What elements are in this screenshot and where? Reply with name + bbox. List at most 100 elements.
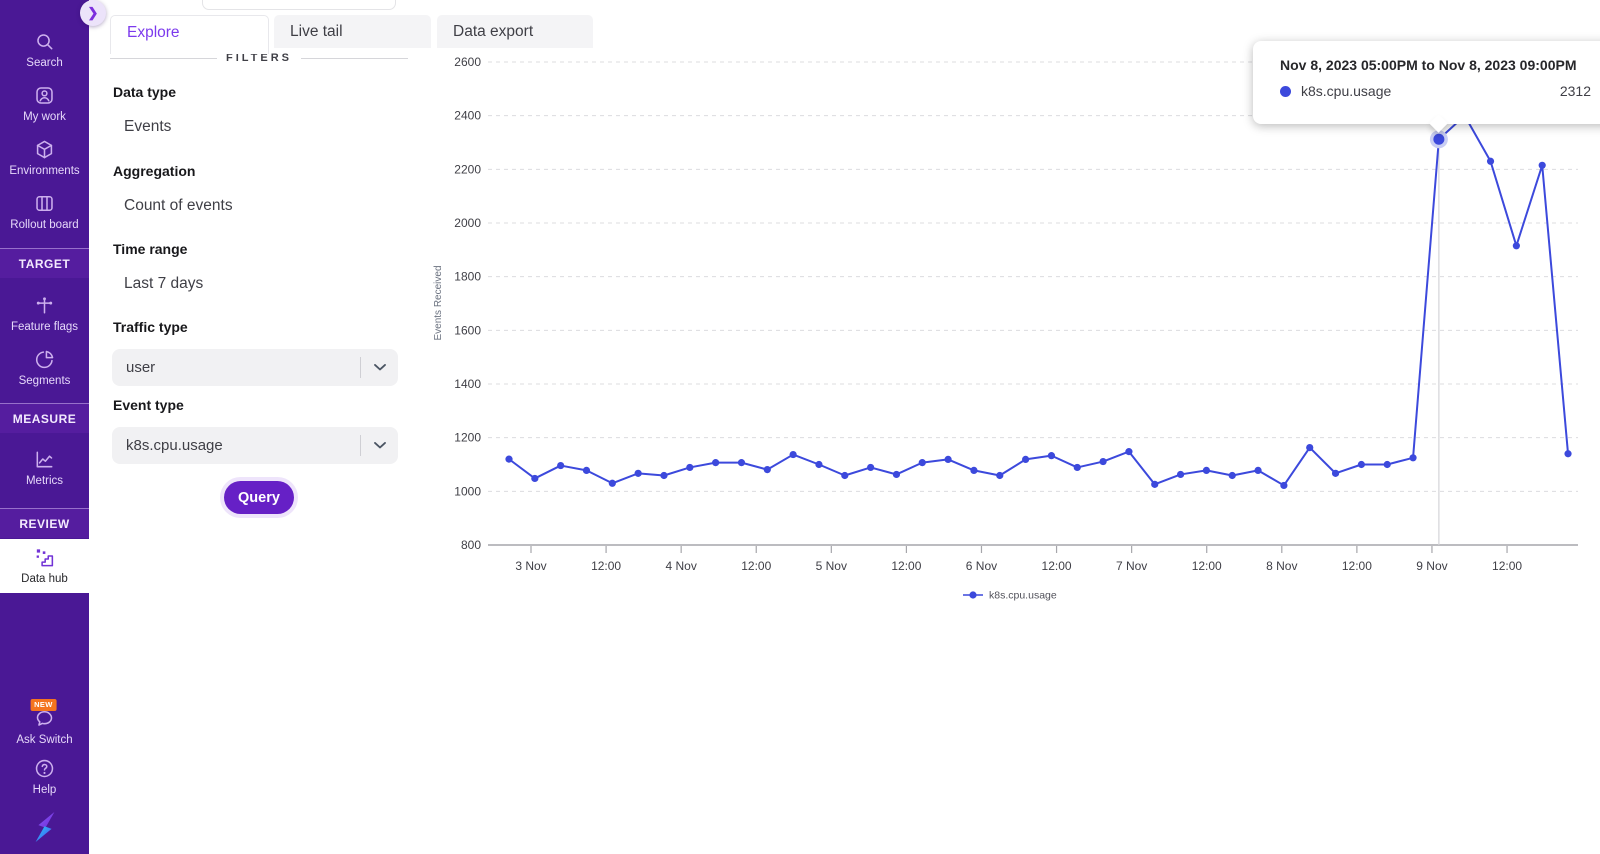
tooltip-series-row: k8s.cpu.usage 2312	[1280, 83, 1591, 99]
x-axis-tick-label: 12:00	[1492, 559, 1522, 573]
sidebar-item-feature-flags[interactable]: Feature flags	[0, 294, 89, 334]
data-point	[634, 469, 642, 477]
tab-data-export[interactable]: Data export	[437, 15, 593, 48]
sidebar-section-target: TARGET	[0, 248, 89, 278]
sidebar-section-measure: MEASURE	[0, 403, 89, 433]
event-type-label: Event type	[113, 397, 184, 413]
data-point	[892, 470, 901, 479]
sidebar-item-label: Feature flags	[10, 321, 79, 333]
y-axis-tick-label: 800	[461, 538, 481, 552]
help-icon	[0, 757, 89, 781]
data-point	[737, 459, 746, 467]
data-point	[660, 471, 668, 480]
event-type-selected-value: k8s.cpu.usage	[126, 437, 223, 454]
my-work-icon	[0, 84, 89, 108]
data-point	[970, 466, 978, 475]
sidebar-item-ask-switch[interactable]: NEW Ask Switch	[0, 699, 89, 747]
sidebar-item-metrics[interactable]: Metrics	[0, 448, 89, 488]
data-point	[1538, 161, 1546, 169]
data-point	[815, 460, 823, 469]
y-axis-tick-label: 1000	[454, 484, 481, 498]
sidebar-item-label: Rollout board	[10, 219, 79, 231]
sidebar-item-label: Environments	[9, 165, 80, 177]
chevron-down-icon	[370, 435, 390, 455]
tab-live-tail[interactable]: Live tail	[274, 15, 431, 48]
tooltip-series-value: 2312	[1559, 83, 1591, 99]
filters-title: FILTERS	[226, 52, 293, 64]
chart-tooltip: Nov 8, 2023 05:00PM to Nov 8, 2023 09:00…	[1253, 41, 1600, 133]
data-point	[608, 479, 616, 487]
y-axis-tick-label: 2200	[454, 162, 481, 176]
time-range-label: Time range	[113, 241, 188, 257]
sidebar-item-data-hub[interactable]: Data hub	[0, 546, 89, 586]
aggregation-value: Count of events	[124, 197, 233, 214]
sidebar-expand-button[interactable]: ❯	[80, 0, 106, 26]
traffic-type-select[interactable]: user	[112, 349, 398, 386]
x-axis-tick-label: 4 Nov	[665, 559, 696, 573]
time-range-value: Last 7 days	[124, 275, 204, 292]
sidebar-item-help[interactable]: Help	[0, 757, 89, 797]
data-point	[1486, 157, 1495, 165]
data-point	[841, 471, 849, 480]
data-point	[1151, 480, 1159, 488]
data-point	[505, 455, 513, 463]
legend-label: k8s.cpu.usage	[989, 590, 1057, 602]
x-axis-tick-label: 3 Nov	[515, 559, 546, 573]
y-axis-tick-label: 1800	[454, 270, 481, 284]
data-point	[1512, 242, 1520, 250]
sidebar-item-my-work[interactable]: My work	[0, 84, 89, 124]
series-line	[508, 114, 1570, 487]
x-axis-tick-label: 9 Nov	[1416, 559, 1447, 573]
query-button[interactable]: Query	[224, 481, 294, 514]
x-axis-tick-label: 8 Nov	[1266, 559, 1297, 573]
highlighted-point	[1433, 133, 1445, 145]
data-point	[789, 450, 797, 459]
data-point	[1383, 460, 1391, 469]
sidebar-item-environments[interactable]: Environments	[0, 138, 89, 178]
sidebar-item-label: Help	[32, 784, 57, 796]
x-axis-tick-label: 12:00	[891, 559, 921, 573]
data-point	[1409, 454, 1417, 462]
data-point	[1022, 455, 1030, 464]
data-hub-icon	[0, 546, 89, 570]
sidebar-item-label: Search	[26, 57, 63, 69]
data-point	[1047, 452, 1056, 460]
tab-explore[interactable]: Explore	[110, 15, 269, 54]
sidebar-item-search[interactable]: Search	[0, 30, 89, 70]
sidebar: Search My work Environments Rollout board TA…	[0, 0, 89, 854]
x-axis-tick-label: 12:00	[591, 559, 621, 573]
data-point	[1306, 443, 1314, 452]
ask-switch-icon	[0, 707, 89, 731]
data-type-value: Events	[124, 118, 172, 135]
switch-logo-icon	[0, 810, 89, 844]
y-axis-tick-label: 1200	[454, 431, 481, 445]
data-point	[944, 455, 952, 464]
y-axis-tick-label: 2400	[454, 109, 481, 123]
data-point	[686, 463, 694, 472]
event-type-select[interactable]: k8s.cpu.usage	[112, 427, 398, 464]
tooltip-series-name: k8s.cpu.usage	[1301, 83, 1392, 99]
data-point	[1331, 469, 1340, 477]
data-point	[1099, 457, 1107, 466]
data-type-label: Data type	[113, 84, 177, 100]
series-color-dot	[1280, 85, 1291, 97]
y-axis-tick-label: 1400	[454, 377, 481, 391]
y-axis-tick-label: 2000	[454, 216, 481, 230]
metrics-icon	[0, 448, 89, 472]
data-point	[763, 465, 771, 474]
x-axis-tick-label: 5 Nov	[816, 559, 847, 573]
data-point	[1073, 463, 1081, 472]
x-axis-tick-label: 7 Nov	[1116, 559, 1147, 573]
sidebar-item-rollout-board[interactable]: Rollout board	[0, 192, 89, 232]
sidebar-item-label: Data hub	[21, 573, 68, 585]
sidebar-item-segments[interactable]: Segments	[0, 348, 89, 388]
aggregation-label: Aggregation	[113, 163, 196, 179]
data-point	[1202, 466, 1211, 475]
feature-flags-icon	[0, 294, 89, 318]
chevron-down-icon	[370, 357, 390, 377]
search-icon	[0, 30, 89, 54]
data-point	[1176, 470, 1185, 479]
y-axis-tick-label: 1600	[454, 323, 481, 337]
data-point	[1228, 471, 1236, 480]
